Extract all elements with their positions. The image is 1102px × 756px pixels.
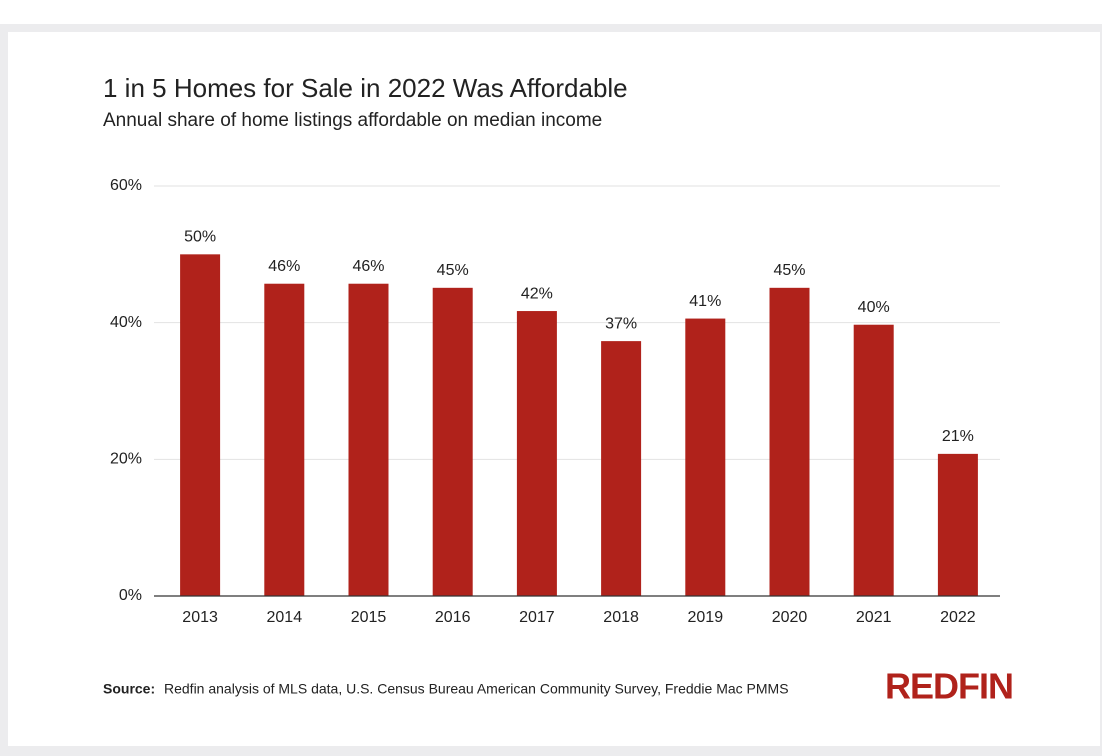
value-label: 41% xyxy=(689,293,721,310)
logo: REDFIN xyxy=(885,666,1013,707)
chart-title: 1 in 5 Homes for Sale in 2022 Was Afford… xyxy=(103,73,628,103)
bar xyxy=(432,287,473,596)
y-tick-label: 20% xyxy=(110,451,142,468)
value-label: 45% xyxy=(773,262,805,279)
x-tick-label: 2015 xyxy=(351,609,387,626)
bar xyxy=(180,254,221,597)
bar xyxy=(601,341,642,596)
bar xyxy=(685,318,726,596)
y-tick-label: 0% xyxy=(119,587,142,604)
y-tick-label: 40% xyxy=(110,314,142,331)
y-tick-label: 60% xyxy=(110,177,142,194)
value-label: 45% xyxy=(437,262,469,279)
bar xyxy=(853,324,894,596)
value-label: 42% xyxy=(521,285,553,302)
bar xyxy=(264,283,305,596)
value-label: 46% xyxy=(268,258,300,275)
bar xyxy=(348,283,389,596)
value-label: 50% xyxy=(184,229,216,246)
x-tick-label: 2014 xyxy=(267,609,303,626)
x-tick-label: 2016 xyxy=(435,609,471,626)
chart-subtitle: Annual share of home listings affordable… xyxy=(103,110,602,131)
bar xyxy=(937,453,978,596)
source-text: Redfin analysis of MLS data, U.S. Census… xyxy=(164,681,789,697)
source-label: Source: xyxy=(103,681,155,697)
x-tick-label: 2013 xyxy=(182,609,218,626)
value-label: 40% xyxy=(858,299,890,316)
x-tick-label: 2022 xyxy=(940,609,976,626)
value-label: 21% xyxy=(942,428,974,445)
x-tick-label: 2019 xyxy=(688,609,724,626)
top-strip xyxy=(0,0,1102,24)
x-tick-label: 2017 xyxy=(519,609,555,626)
x-tick-label: 2020 xyxy=(772,609,808,626)
value-label: 46% xyxy=(352,258,384,275)
value-label: 37% xyxy=(605,315,637,332)
x-tick-label: 2021 xyxy=(856,609,892,626)
bar xyxy=(769,287,810,596)
x-tick-label: 2018 xyxy=(603,609,639,626)
bar xyxy=(516,311,557,596)
